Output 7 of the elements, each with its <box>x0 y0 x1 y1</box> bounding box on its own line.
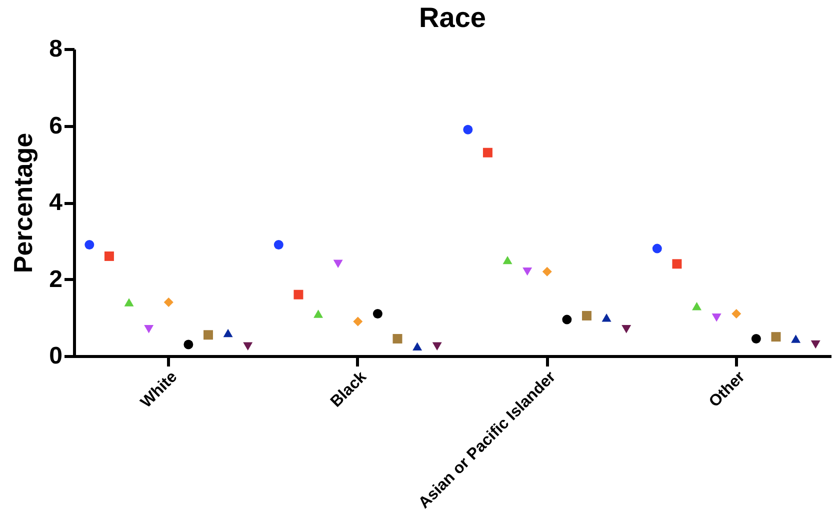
y-tick-label: 2 <box>49 266 62 293</box>
y-tick-label: 6 <box>49 112 62 140</box>
y-tick-label: 0 <box>49 342 62 370</box>
y-tick-label: 8 <box>49 36 62 62</box>
chart-title: Race <box>419 2 486 33</box>
y-axis-title: Percentage <box>8 132 38 274</box>
y-tick-label: 4 <box>49 189 64 216</box>
